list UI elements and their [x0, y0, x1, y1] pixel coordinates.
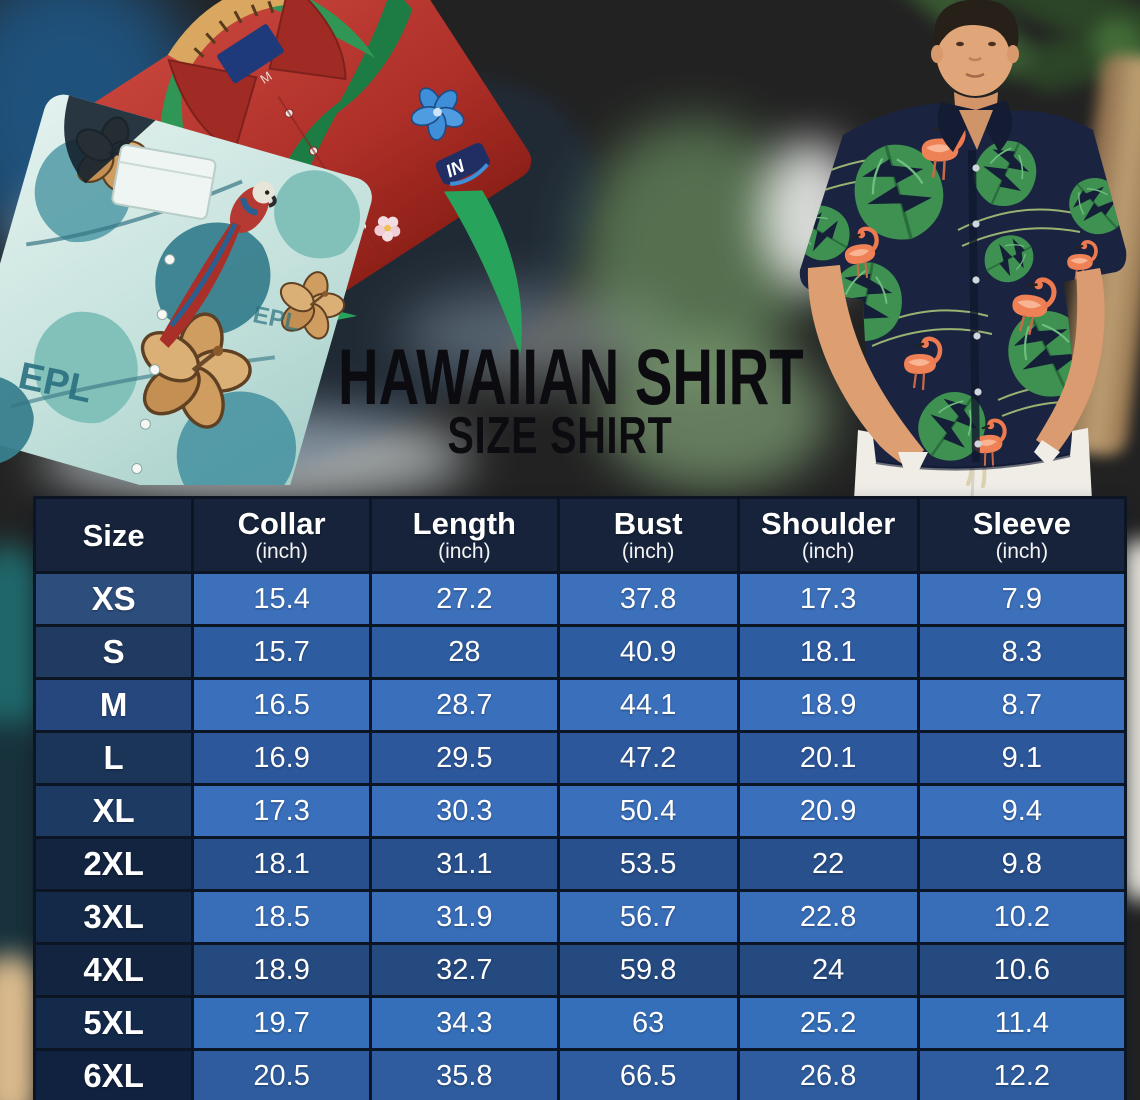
table-cell: 16.5: [191, 677, 373, 733]
table-cell: 2XL: [32, 836, 195, 892]
header-row: Size Collar (inch) Length (inch) Bust (inch…: [32, 496, 1128, 574]
table-cell: 10.6: [916, 942, 1128, 998]
table-cell: 16.9: [191, 730, 373, 786]
table-cell: 17.3: [736, 571, 920, 627]
table-cell: 24: [736, 942, 920, 998]
table-cell: 8.7: [916, 677, 1128, 733]
header-sleeve: Sleeve (inch): [916, 496, 1128, 574]
table-cell: 7.9: [916, 571, 1128, 627]
table-cell: 4XL: [32, 942, 195, 998]
table-cell: 50.4: [556, 783, 740, 839]
table-cell: 18.1: [736, 624, 920, 680]
table-cell: 63: [556, 995, 740, 1051]
table-cell: 28: [369, 624, 560, 680]
table-cell: 44.1: [556, 677, 740, 733]
header-collar: Collar (inch): [191, 496, 373, 574]
table-row: 5XL 19.7 34.3 63 25.2 11.4: [32, 995, 1128, 1051]
table-row: L 16.9 29.5 47.2 20.1 9.1: [32, 730, 1128, 786]
model-arms: [807, 265, 1105, 472]
table-cell: 29.5: [369, 730, 560, 786]
table-cell: M: [32, 677, 195, 733]
header-shoulder: Shoulder (inch): [736, 496, 920, 574]
header-length: Length (inch): [369, 496, 560, 574]
table-cell: 9.4: [916, 783, 1128, 839]
folded-shirts-image: M IN: [0, 0, 620, 539]
table-row: 6XL 20.5 35.8 66.5 26.8 12.2: [32, 1048, 1128, 1100]
table-cell: 11.4: [916, 995, 1128, 1051]
model-hawaiian-shirt: [799, 100, 1127, 471]
sleeve-brand-logo: IN: [435, 142, 490, 187]
table-cell: 20.1: [736, 730, 920, 786]
table-cell: 53.5: [556, 836, 740, 892]
table-cell: L: [32, 730, 195, 786]
table-row: 2XL 18.1 31.1 53.5 22 9.8: [32, 836, 1128, 892]
model-photo: [748, 0, 1140, 501]
table-cell: 28.7: [369, 677, 560, 733]
table-cell: 20.9: [736, 783, 920, 839]
table-cell: 35.8: [369, 1048, 560, 1100]
table-cell: 19.7: [191, 995, 373, 1051]
table-cell: 20.5: [191, 1048, 373, 1100]
table-cell: 18.5: [191, 889, 373, 945]
table-cell: 26.8: [736, 1048, 920, 1100]
table-row: 4XL 18.9 32.7 59.8 24 10.6: [32, 942, 1128, 998]
table-cell: 8.3: [916, 624, 1128, 680]
header-bust: Bust (inch): [556, 496, 740, 574]
table-cell: 9.1: [916, 730, 1128, 786]
table-row: S 15.7 28 40.9 18.1 8.3: [32, 624, 1128, 680]
table-row: XL 17.3 30.3 50.4 20.9 9.4: [32, 783, 1128, 839]
table-cell: 22.8: [736, 889, 920, 945]
table-cell: 66.5: [556, 1048, 740, 1100]
table-cell: 22: [736, 836, 920, 892]
table-row: XS 15.4 27.2 37.8 17.3 7.9: [32, 571, 1128, 627]
table-row: 3XL 18.5 31.9 56.7 22.8 10.2: [32, 889, 1128, 945]
header-size: Size: [32, 496, 195, 574]
table-cell: 37.8: [556, 571, 740, 627]
table-cell: 5XL: [32, 995, 195, 1051]
table-cell: 25.2: [736, 995, 920, 1051]
table-cell: XL: [32, 783, 195, 839]
table-cell: 59.8: [556, 942, 740, 998]
table-cell: 3XL: [32, 889, 195, 945]
table-cell: 40.9: [556, 624, 740, 680]
table-cell: 10.2: [916, 889, 1128, 945]
table-cell: 17.3: [191, 783, 373, 839]
table-cell: 30.3: [369, 783, 560, 839]
table-cell: 18.9: [736, 677, 920, 733]
teal-hawaiian-shirt: EPL EPL: [0, 94, 378, 539]
table-cell: 56.7: [556, 889, 740, 945]
page-title: HAWAIIAN SHIRT: [338, 333, 804, 422]
table-cell: 9.8: [916, 836, 1128, 892]
table-cell: 34.3: [369, 995, 560, 1051]
table-cell: 32.7: [369, 942, 560, 998]
table-cell: 47.2: [556, 730, 740, 786]
size-chart-table: Size Collar (inch) Length (inch) Bust (inch…: [32, 496, 1128, 1100]
title-block: HAWAIIAN SHIRT SIZE SHIRT: [260, 333, 860, 465]
table-cell: S: [32, 624, 195, 680]
table-cell: 18.1: [191, 836, 373, 892]
table-cell: 27.2: [369, 571, 560, 627]
table-row: M 16.5 28.7 44.1 18.9 8.7: [32, 677, 1128, 733]
table-cell: 31.1: [369, 836, 560, 892]
table-cell: 18.9: [191, 942, 373, 998]
table-cell: XS: [32, 571, 195, 627]
table-cell: 12.2: [916, 1048, 1128, 1100]
table-cell: 31.9: [369, 889, 560, 945]
table-cell: 15.4: [191, 571, 373, 627]
parrot-print: [159, 181, 277, 348]
table-cell: 15.7: [191, 624, 373, 680]
table-cell: 6XL: [32, 1048, 195, 1100]
palm-foliage-blur: [600, 340, 830, 490]
page-subtitle: SIZE SHIRT: [447, 407, 673, 465]
